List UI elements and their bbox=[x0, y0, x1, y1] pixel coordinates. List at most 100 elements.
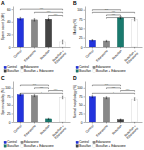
bar bbox=[17, 95, 23, 122]
legend-item: Busulfan + Edaravone bbox=[21, 69, 54, 73]
plot-area bbox=[17, 9, 66, 47]
error-bar-line bbox=[92, 96, 93, 98]
x-tick-mark bbox=[48, 122, 49, 124]
bar bbox=[89, 97, 95, 122]
x-tick: Busulfan +Edaravone bbox=[51, 47, 67, 65]
x-tick: Edaravone bbox=[95, 47, 109, 63]
panel-label: D bbox=[73, 75, 77, 81]
y-tick-label: 75 bbox=[79, 95, 83, 99]
y-tick-label: 100 bbox=[77, 86, 83, 90]
x-tick-label: Busulfan +Edaravone bbox=[51, 124, 67, 140]
legend-swatch bbox=[76, 141, 78, 143]
legend-label: Busulfan + Edaravone bbox=[96, 144, 126, 148]
x-tick: Busulfan bbox=[39, 122, 51, 136]
plot-area bbox=[89, 85, 138, 122]
error-bar-cap bbox=[34, 94, 36, 95]
x-tick-label-line: Control bbox=[85, 49, 95, 59]
error-bar-cap bbox=[120, 118, 122, 119]
error-bar-cap bbox=[92, 39, 94, 40]
y-tick: 100 bbox=[77, 8, 85, 12]
y-tick-mark bbox=[84, 10, 86, 11]
error-bar-cap bbox=[134, 97, 136, 98]
x-tick-label-line: Busulfan bbox=[39, 124, 51, 136]
x-tick-label: Edaravone bbox=[23, 49, 37, 63]
y-tick-mark bbox=[12, 47, 14, 48]
x-tick-mark bbox=[62, 122, 63, 124]
y-tick-mark bbox=[12, 113, 14, 114]
legend-label: Busulfan bbox=[79, 69, 91, 73]
error-bar-cap bbox=[106, 40, 108, 41]
error-bar-cap bbox=[134, 100, 136, 101]
x-axis: ControlEdaravoneBusulfanBusulfan +Edarav… bbox=[13, 47, 71, 65]
error-bar-line bbox=[106, 97, 107, 99]
legend-swatch bbox=[93, 66, 95, 68]
x-tick-label: Control bbox=[85, 49, 95, 59]
y-tick: 50 bbox=[7, 103, 13, 107]
y-tick-mark bbox=[84, 19, 86, 20]
significance-label: * bbox=[113, 91, 114, 93]
y-tick: 0 bbox=[9, 46, 13, 50]
significance-bracket bbox=[92, 10, 120, 11]
y-tick-mark bbox=[12, 105, 14, 106]
y-axis-title: Sperm count (x10⁶) bbox=[1, 13, 5, 41]
y-tick-mark bbox=[12, 34, 14, 35]
x-tick-mark bbox=[92, 122, 93, 124]
y-tick-label: 0 bbox=[81, 46, 83, 50]
y-tick: 75 bbox=[79, 18, 85, 22]
significance-label: **** bbox=[33, 83, 37, 85]
significance-label: **** bbox=[126, 88, 130, 90]
axis-line bbox=[86, 122, 143, 123]
error-bar-cap bbox=[20, 19, 22, 20]
legend-item: Busulfan + Edaravone bbox=[93, 69, 126, 73]
x-tick: Control bbox=[13, 122, 23, 134]
y-tick-label: 100 bbox=[77, 8, 83, 12]
y-axis-title: Motility (%) bbox=[73, 19, 77, 35]
error-bar bbox=[34, 19, 36, 22]
x-tick-mark bbox=[106, 47, 107, 49]
x-tick: Control bbox=[85, 47, 95, 59]
y-tick-label: 0 bbox=[9, 121, 11, 125]
figure: ************0204060ControlEdaravoneBusul… bbox=[0, 0, 144, 150]
x-tick-label-line: Control bbox=[13, 49, 23, 59]
x-tick-mark bbox=[134, 47, 135, 49]
bar bbox=[59, 97, 65, 122]
y-tick-label: 60 bbox=[7, 8, 11, 12]
error-bar-cap bbox=[62, 43, 64, 44]
error-bar bbox=[120, 119, 122, 120]
y-tick-label: 25 bbox=[79, 112, 83, 116]
y-tick: 0 bbox=[81, 121, 85, 125]
y-axis: 0 25 50 75 100 bbox=[77, 82, 85, 125]
significance-label: **** bbox=[105, 8, 109, 10]
bar bbox=[31, 20, 37, 47]
legend-label: Busulfan + Edaravone bbox=[24, 69, 54, 73]
legend-label: Busulfan + Edaravone bbox=[96, 69, 126, 73]
y-tick-label: 25 bbox=[79, 36, 83, 40]
error-bar-cap bbox=[62, 96, 64, 97]
x-tick-label-line: Control bbox=[85, 124, 95, 134]
bar bbox=[89, 40, 95, 47]
error-bar-cap bbox=[106, 96, 108, 97]
y-tick-label: 50 bbox=[79, 103, 83, 107]
x-tick-label-line: Control bbox=[13, 124, 23, 134]
x-tick: Busulfan bbox=[39, 47, 51, 61]
x-tick-label: Busulfan bbox=[111, 124, 123, 136]
y-tick-mark bbox=[12, 22, 14, 23]
legend: ControlEdaravoneBusulfanBusulfan + Edara… bbox=[76, 140, 126, 148]
panel-label: A bbox=[1, 0, 5, 6]
y-tick-label: 100 bbox=[5, 86, 11, 90]
x-tick: Edaravone bbox=[23, 122, 37, 138]
x-tick: Control bbox=[85, 122, 95, 134]
significance-bracket bbox=[20, 85, 48, 86]
legend-label: Busulfan bbox=[7, 69, 19, 73]
x-tick-label-line: Busulfan bbox=[39, 49, 51, 61]
significance-bracket bbox=[121, 91, 135, 92]
error-bar-cap bbox=[92, 95, 94, 96]
panel: *************0255075100ControlEdaravoneB… bbox=[1, 75, 71, 148]
significance-label: **** bbox=[54, 13, 58, 15]
y-axis: 0255075100 bbox=[5, 82, 13, 125]
legend-item: Busulfan bbox=[76, 69, 91, 73]
error-bar-cap bbox=[48, 17, 50, 18]
error-bar-cap bbox=[34, 18, 36, 19]
legend-swatch bbox=[93, 70, 95, 72]
x-tick-label-line: Edaravone bbox=[95, 49, 109, 63]
